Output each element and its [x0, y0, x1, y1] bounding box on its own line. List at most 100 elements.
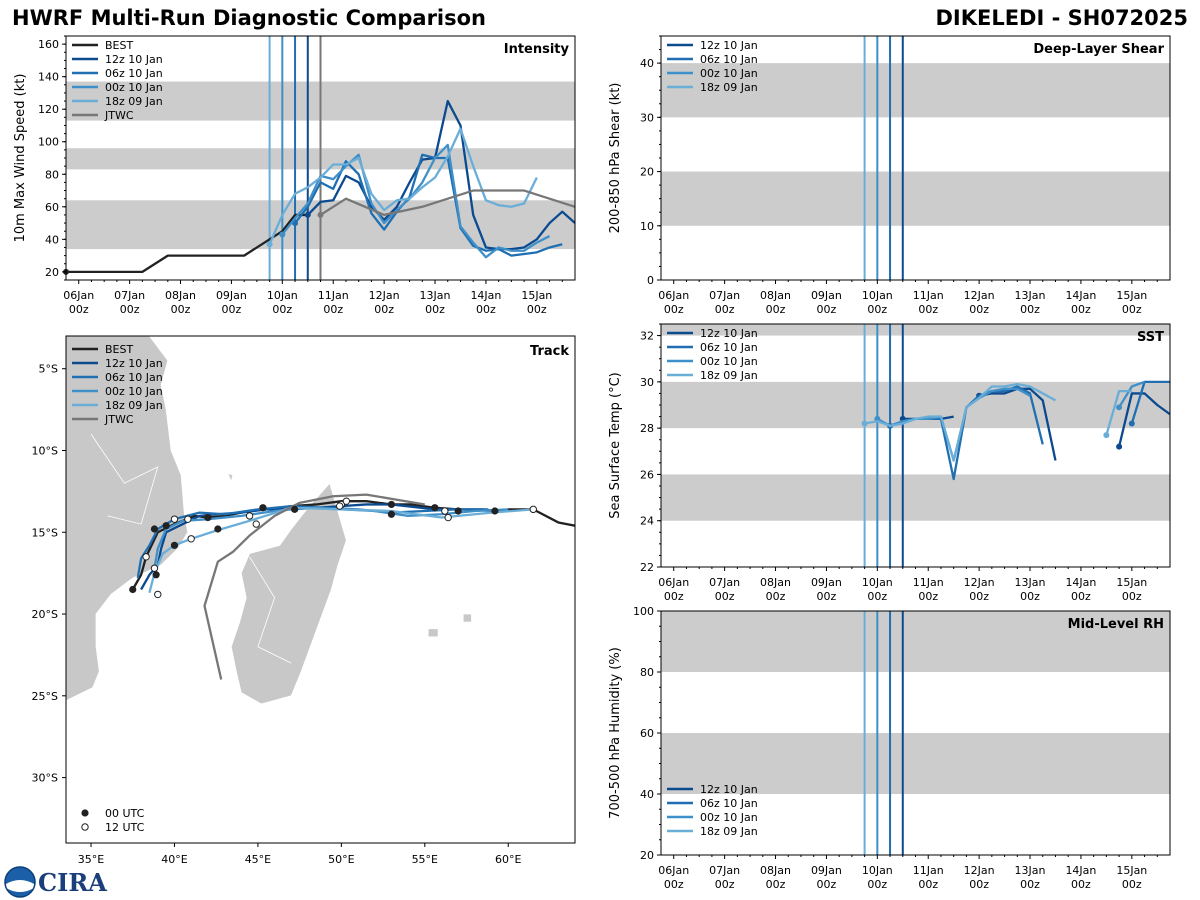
series-line-18z-09-jan: [1105, 389, 1132, 436]
x-tick-label: 15Jan: [1116, 864, 1147, 877]
x-tick-label-hour: 00z: [1071, 878, 1091, 891]
x-tick-label: 40°E: [161, 853, 187, 866]
track-point-00utc: [162, 522, 170, 530]
track-point-12utc: [342, 497, 351, 505]
x-tick-label: 06Jan: [658, 289, 689, 302]
x-tick-label-hour: 00z: [1020, 590, 1040, 603]
y-tick-label: 100: [633, 605, 654, 618]
y-tick-label: 60: [45, 201, 59, 214]
track-line-best: [131, 500, 575, 591]
legend-marker-00utc: [81, 809, 89, 817]
x-tick-label-hour: 00z: [1122, 590, 1142, 603]
x-tick-label: 35°E: [78, 853, 104, 866]
country-border: [90, 433, 159, 525]
threshold-band: [661, 474, 1170, 521]
x-tick-label-hour: 00z: [715, 590, 735, 603]
x-tick-label: 14Jan: [470, 289, 501, 302]
x-tick-label-hour: 00z: [918, 303, 938, 316]
x-tick-label-hour: 00z: [120, 303, 140, 316]
x-tick-label-hour: 00z: [715, 303, 735, 316]
x-tick-label: 07Jan: [709, 864, 740, 877]
madagascar-landmass: [230, 482, 347, 705]
y-tick-label: 80: [45, 168, 59, 181]
panel-sst: 22242628303206Jan00z07Jan00z08Jan00z09Ja…: [608, 323, 1171, 603]
land-layer: [66, 336, 472, 705]
panel-title: Deep-Layer Shear: [1033, 42, 1164, 57]
legend-label: JTWC: [104, 413, 134, 426]
legend-label: 18z 09 Jan: [700, 81, 758, 94]
x-tick-label-hour: 00z: [69, 303, 89, 316]
track-point-12utc: [150, 564, 159, 572]
y-tick-label: 25°S: [32, 690, 58, 703]
panel-title: SST: [1137, 330, 1164, 345]
x-tick-label: 13Jan: [1015, 864, 1046, 877]
track-point-00utc: [214, 525, 222, 533]
x-tick-label-hour: 00z: [323, 303, 343, 316]
threshold-band: [661, 171, 1170, 226]
x-tick-label-hour: 00z: [272, 303, 292, 316]
series-start-marker: [1128, 420, 1135, 427]
cira-logo-text: CIRA: [38, 867, 107, 897]
x-tick-label: 13Jan: [420, 289, 451, 302]
y-tick-label: 20: [45, 266, 59, 279]
track-point-00utc: [291, 505, 299, 513]
x-tick-label: 07Jan: [114, 289, 145, 302]
x-tick-label: 07Jan: [709, 289, 740, 302]
y-tick-label: 30: [640, 376, 654, 389]
threshold-band: [661, 63, 1170, 118]
series-start-marker: [317, 211, 324, 218]
storm-id-title: DIKELEDI - SH072025: [935, 6, 1188, 30]
legend-label: 00 UTC: [105, 807, 145, 820]
x-tick-label: 12Jan: [964, 864, 995, 877]
track-point-12utc: [335, 502, 344, 510]
y-tick-label: 60: [640, 727, 654, 740]
legend-label: 12z 10 Jan: [700, 39, 758, 52]
x-tick-label-hour: 00z: [425, 303, 445, 316]
y-tick-label: 15°S: [32, 526, 58, 539]
series-line-jtwc: [319, 189, 575, 217]
x-tick-label-hour: 00z: [171, 303, 191, 316]
threshold-band: [661, 611, 1170, 672]
y-tick-label: 32: [640, 330, 654, 343]
series-start-marker: [304, 211, 311, 218]
track-point-12utc: [154, 590, 162, 599]
x-tick-label-hour: 00z: [1071, 303, 1091, 316]
x-tick-label: 08Jan: [760, 289, 791, 302]
x-tick-label-hour: 00z: [766, 590, 786, 603]
panel-title: Intensity: [504, 42, 570, 57]
legend-label: 12 UTC: [105, 821, 145, 834]
x-tick-label-hour: 00z: [766, 303, 786, 316]
x-tick-label: 09Jan: [216, 289, 247, 302]
x-tick-label-hour: 00z: [969, 590, 989, 603]
legend-label: 06z 10 Jan: [700, 797, 758, 810]
x-tick-label: 60°E: [495, 853, 521, 866]
track-point-12utc: [170, 515, 179, 523]
legend-label: 12z 10 Jan: [105, 53, 163, 66]
track-line-06z-10-jan: [136, 504, 489, 579]
panel-shear: 01020304006Jan00z07Jan00z08Jan00z09Jan00…: [608, 35, 1171, 316]
series-line-00z-10-jan: [1118, 380, 1145, 408]
series-start-marker: [861, 420, 868, 427]
y-tick-label: 24: [640, 515, 654, 528]
y-tick-label: 28: [640, 422, 654, 435]
x-tick-label-hour: 00z: [817, 590, 837, 603]
x-tick-label-hour: 00z: [867, 590, 887, 603]
track-point-12utc: [142, 553, 150, 561]
x-tick-label: 06Jan: [658, 864, 689, 877]
series-line-12z-10-jan: [306, 99, 575, 251]
x-tick-label: 09Jan: [811, 289, 842, 302]
x-tick-label: 12Jan: [964, 289, 995, 302]
x-tick-label: 08Jan: [760, 576, 791, 589]
y-tick-label: 100: [38, 136, 59, 149]
y-tick-label: 10: [640, 220, 654, 233]
x-tick-label: 09Jan: [811, 576, 842, 589]
track-point-00utc: [491, 507, 499, 515]
legend-label: 18z 09 Jan: [105, 399, 163, 412]
x-tick-label: 08Jan: [760, 864, 791, 877]
x-tick-label: 07Jan: [709, 576, 740, 589]
y-tick-label: 20: [640, 849, 654, 862]
panel-title: Track: [530, 344, 569, 359]
y-tick-label: 120: [38, 103, 59, 116]
x-tick-label-hour: 00z: [664, 878, 684, 891]
